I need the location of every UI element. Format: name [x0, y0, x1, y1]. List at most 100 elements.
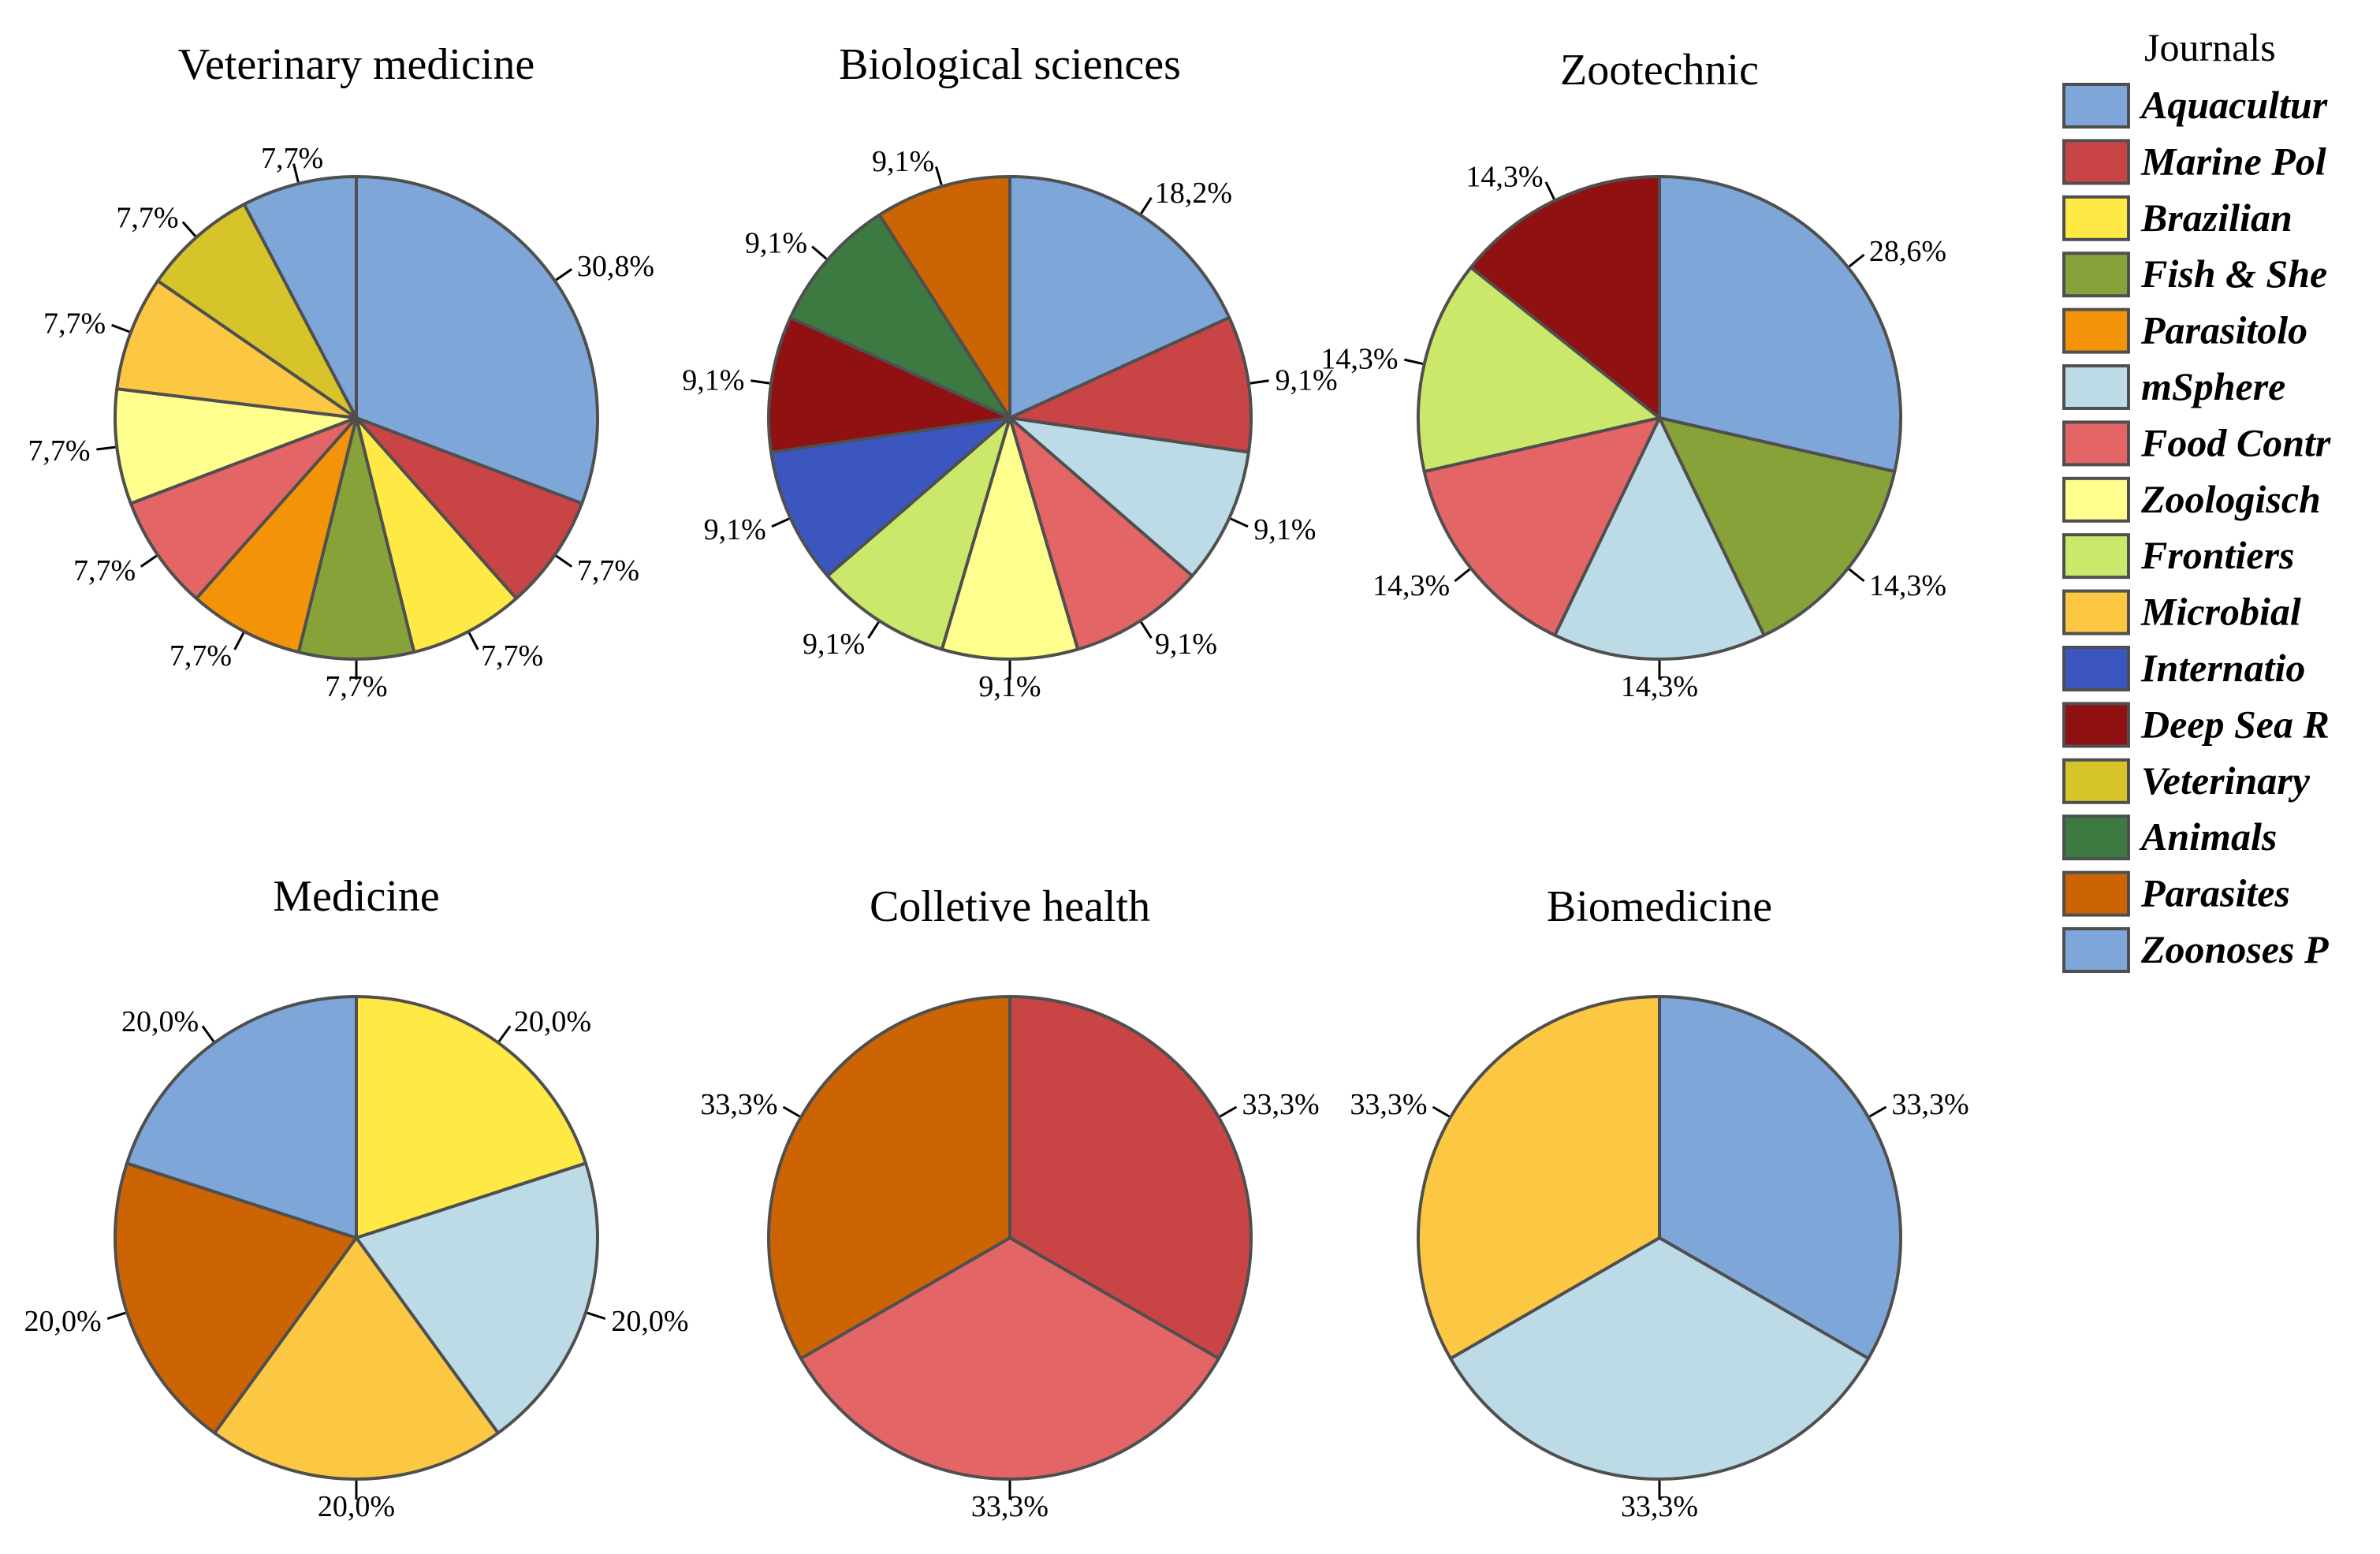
- leader-line: [751, 379, 770, 385]
- leader-line: [111, 323, 130, 334]
- leader-line: [106, 1311, 126, 1321]
- pie-slice-msphere: [1553, 416, 1766, 661]
- leader-line: [1544, 181, 1555, 200]
- leader-line: [1868, 1105, 1887, 1118]
- leader-line: [935, 166, 943, 185]
- legend-item-fish-she: Fish & She: [2062, 252, 2327, 298]
- slice-label: 9,1%: [1253, 513, 1316, 546]
- slice-label: 14,3%: [1466, 161, 1543, 194]
- legend-item-frontiers: Frontiers: [2062, 533, 2295, 579]
- legend-label: Parasites: [2140, 871, 2290, 915]
- pie-slice-microbial: [213, 1236, 500, 1481]
- leader-line: [1219, 1105, 1238, 1118]
- chart-title: Medicine: [273, 872, 439, 921]
- leader-line: [1848, 253, 1865, 268]
- slice-label: 9,1%: [978, 670, 1041, 703]
- slice-label: 30,8%: [577, 250, 654, 283]
- slice-label: 7,7%: [325, 670, 387, 703]
- leader-line: [1140, 621, 1153, 639]
- legend-label: Parasitolo: [2140, 308, 2307, 352]
- pie-slice-internatio: [769, 416, 1011, 578]
- pie-slice-fish-she: [296, 416, 416, 661]
- slice-label: 20,0%: [318, 1490, 395, 1523]
- pie-chart-biomedicine: Biomedicine 33,3% 33,3% 33,3%: [1350, 882, 1968, 1523]
- slice-label: 9,1%: [1276, 364, 1338, 397]
- pie-charts-group: Veterinary medicine 30,8% 7,7% 7,7% 7,7% 7,7%…: [24, 40, 1968, 1523]
- pie-slice-zoonoses-p: [242, 175, 358, 419]
- legend-swatch: [2062, 252, 2130, 298]
- legend-label: Frontiers: [2140, 533, 2295, 577]
- pie-slice-food-contr: [128, 416, 358, 601]
- slice-label: 33,3%: [971, 1490, 1048, 1523]
- slice-label: 33,3%: [1621, 1490, 1698, 1523]
- pie-slice-frontiers: [825, 416, 1011, 651]
- pie-slice-parasitolo: [195, 416, 358, 654]
- legend-item-zoologisch: Zoologisch: [2062, 476, 2321, 523]
- pie-chart-zootechnic: Zootechnic 28,6% 14,3% 14,3% 14,3% 14,3% 14,3%: [1320, 46, 1946, 703]
- slice-label: 9,1%: [745, 226, 807, 259]
- legend-item-msphere: mSphere: [2062, 364, 2285, 410]
- leader-line: [1432, 1105, 1451, 1118]
- legend-swatch: [2062, 364, 2130, 410]
- legend-swatch: [2062, 758, 2130, 804]
- legend-title: Journals: [2144, 25, 2276, 69]
- legend-label: Marine Pol: [2140, 139, 2326, 183]
- leader-line: [1454, 568, 1471, 583]
- pie-slice-food-contr: [1422, 416, 1661, 637]
- legend-swatch: [2062, 420, 2130, 467]
- pie-slice-marine-pol: [1008, 315, 1253, 454]
- pie-slice-aquacultur: [1658, 995, 1902, 1360]
- legend-item-marine-pol: Marine Pol: [2062, 139, 2326, 185]
- legend-swatch: [2062, 702, 2130, 748]
- slice-label: 33,3%: [1350, 1088, 1427, 1121]
- legend-label: mSphere: [2141, 364, 2285, 408]
- pie-slice-microbial: [115, 279, 358, 419]
- pie-chart-veterinary-medicine: Veterinary medicine 30,8% 7,7% 7,7% 7,7% 7,7%…: [28, 40, 654, 703]
- leader-line: [181, 221, 196, 237]
- slice-label: 7,7%: [73, 554, 136, 587]
- slice-label: 9,1%: [682, 364, 744, 397]
- legend-swatch: [2062, 83, 2130, 129]
- slice-label: 20,0%: [24, 1305, 101, 1338]
- chart-title: Veterinary medicine: [178, 40, 534, 89]
- legend-item-parasites: Parasites: [2062, 870, 2290, 917]
- pie-slice-frontiers: [1417, 266, 1661, 474]
- slice-label: 7,7%: [116, 202, 178, 235]
- chart-title: Biological sciences: [839, 40, 1181, 89]
- leader-line: [867, 621, 880, 639]
- legend-item-brazilian: Brazilian: [2062, 196, 2292, 241]
- slice-label: 7,7%: [169, 639, 232, 673]
- legend-swatch: [2062, 476, 2130, 523]
- legend-swatch: [2062, 814, 2130, 861]
- pie-slice-aquacultur: [1658, 175, 1902, 474]
- slice-label: 9,1%: [803, 628, 865, 661]
- slice-label: 7,7%: [43, 307, 106, 340]
- legend-label: Deep Sea R: [2140, 702, 2330, 746]
- pie-slice-animals: [788, 213, 1011, 419]
- pie-slice-aquacultur: [1008, 175, 1231, 419]
- slice-label: 9,1%: [872, 145, 934, 178]
- pie-slice-marine-pol: [355, 416, 584, 601]
- pie-slice-zoologisch: [940, 416, 1080, 661]
- legend-item-aquacultur: Aquacultur: [2062, 83, 2328, 129]
- slice-label: 7,7%: [28, 434, 90, 468]
- legend-item-animals: Animals: [2062, 814, 2277, 861]
- pie-slice-food-contr: [1008, 416, 1194, 651]
- slice-label: 28,6%: [1869, 235, 1946, 268]
- legend-item-deep-sea-r: Deep Sea R: [2062, 702, 2330, 748]
- legend-swatch: [2062, 927, 2130, 973]
- legend: Journals Aquacultur Marine Pol Brazilian Fis…: [2062, 25, 2331, 973]
- pie-slice-aquacultur: [355, 175, 599, 505]
- legend-swatch: [2062, 870, 2130, 917]
- legend-swatch: [2062, 139, 2130, 185]
- slice-label: 14,3%: [1869, 569, 1946, 602]
- leader-line: [96, 445, 116, 451]
- legend-label: Microbial: [2140, 590, 2301, 634]
- pie-chart-colletive-health: Colletive health 33,3% 33,3% 33,3%: [700, 882, 1319, 1523]
- pie-slice-veterinary: [156, 203, 358, 419]
- slice-label: 7,7%: [261, 142, 323, 175]
- leader-line: [497, 1025, 512, 1042]
- leader-line: [555, 554, 573, 568]
- legend-item-microbial: Microbial: [2062, 589, 2301, 635]
- pie-slice-fish-she: [1658, 416, 1897, 637]
